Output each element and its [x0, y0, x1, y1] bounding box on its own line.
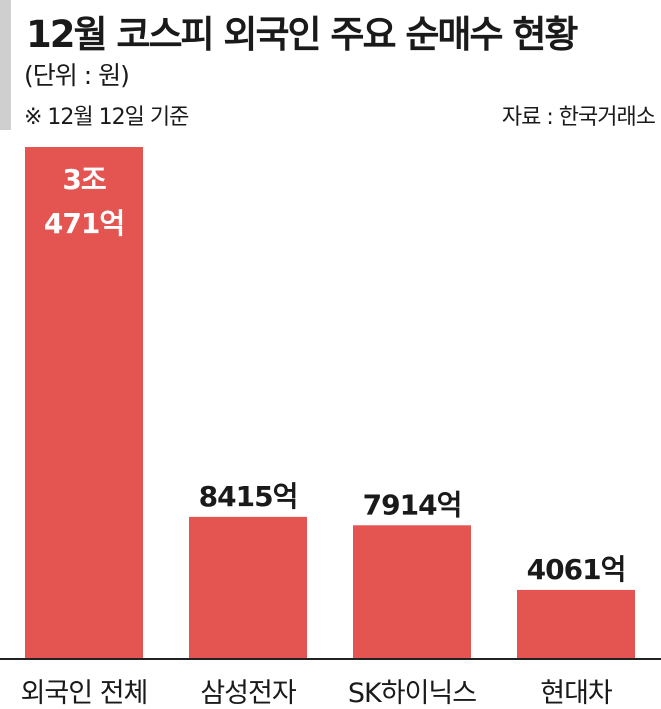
- value-label: 7914억: [363, 488, 462, 521]
- category-label: 외국인 전체: [21, 678, 148, 709]
- category-label: 현대차: [540, 678, 613, 709]
- bar-4: [517, 589, 635, 658]
- category-label: 삼성전자: [200, 678, 297, 709]
- source-label: 자료 : 한국거래소: [501, 105, 656, 130]
- category-label: SK하이닉스: [348, 678, 476, 709]
- value-label: 471억: [44, 207, 124, 240]
- unit-label: (단위 : 원): [24, 61, 130, 90]
- chart-title: 12월 코스피 외국인 주요 순매수 현황: [26, 13, 578, 56]
- bar-2: [189, 516, 307, 658]
- value-label: 8415억: [199, 480, 298, 513]
- date-note: ※ 12월 12일 기준: [24, 105, 189, 130]
- bar-3: [353, 525, 471, 658]
- value-label: 4061억: [527, 553, 626, 586]
- value-label: 3조: [62, 163, 105, 196]
- bar-1: [25, 147, 143, 658]
- decorative-strip: [0, 0, 11, 130]
